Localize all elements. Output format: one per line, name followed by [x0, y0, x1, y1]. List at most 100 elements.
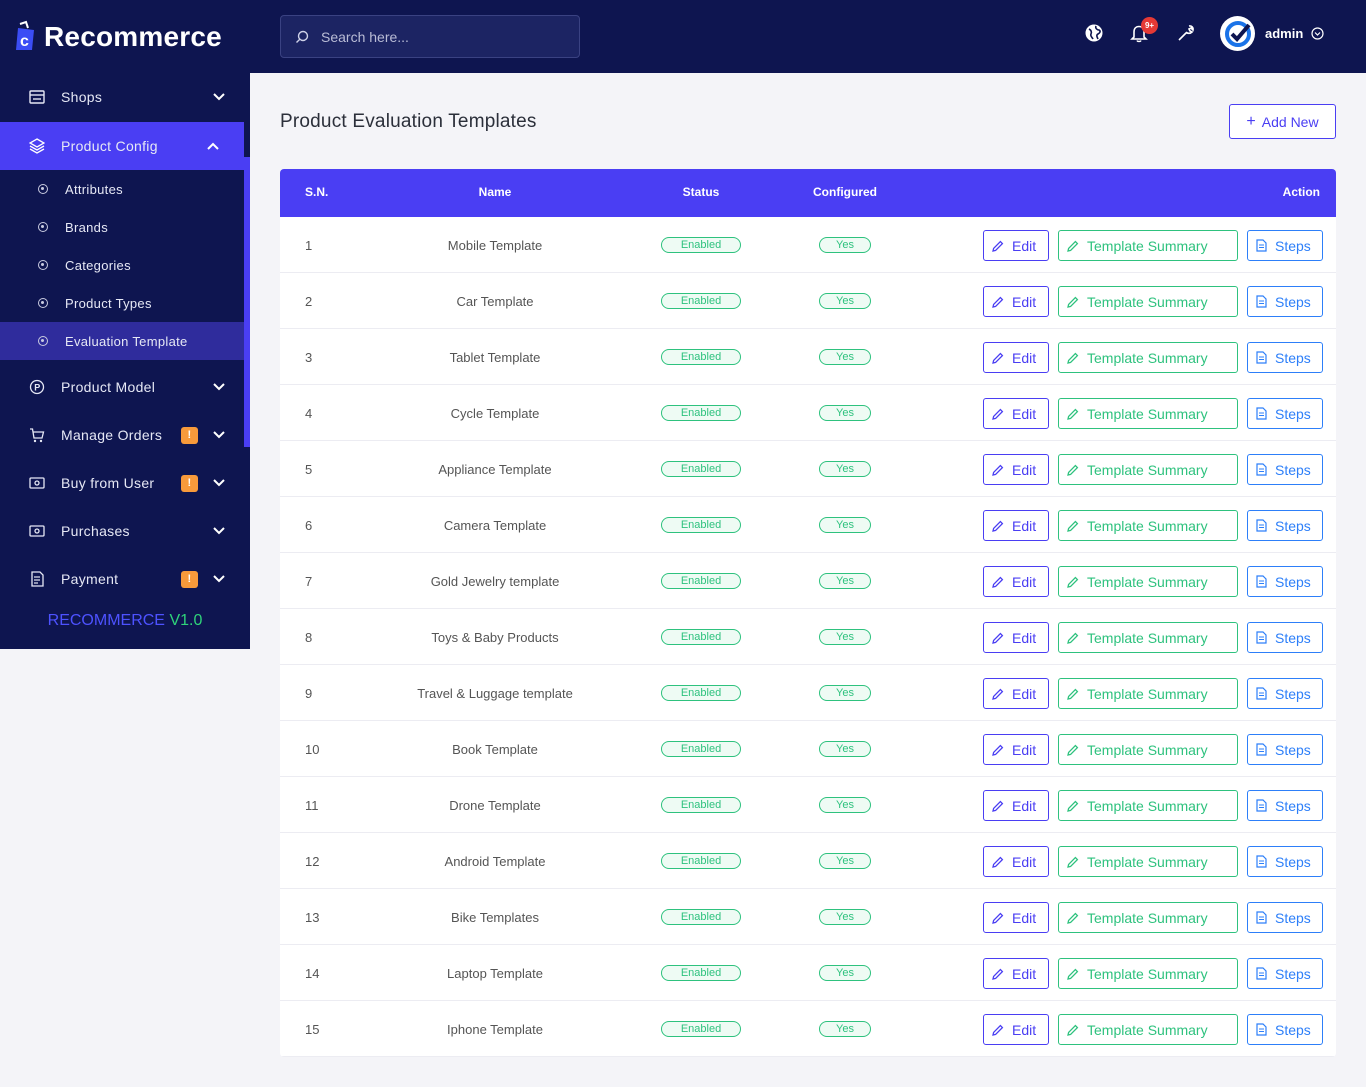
- sidebar-item-purchases[interactable]: Purchases: [0, 507, 250, 555]
- row-name: Appliance Template: [438, 462, 552, 477]
- steps-button[interactable]: Steps: [1247, 790, 1323, 821]
- steps-button[interactable]: Steps: [1247, 342, 1323, 373]
- search-box[interactable]: [280, 15, 580, 58]
- steps-button[interactable]: Steps: [1247, 398, 1323, 429]
- template-summary-button[interactable]: Template Summary: [1058, 1014, 1238, 1045]
- globe-icon[interactable]: [1083, 22, 1105, 44]
- status-badge: Enabled: [661, 629, 741, 645]
- edit-button[interactable]: Edit: [983, 342, 1049, 373]
- edit-button[interactable]: Edit: [983, 678, 1049, 709]
- steps-button[interactable]: Steps: [1247, 622, 1323, 653]
- template-summary-button[interactable]: Template Summary: [1058, 230, 1238, 261]
- pencil-icon: [1067, 576, 1079, 588]
- template-summary-label: Template Summary: [1087, 517, 1208, 534]
- template-summary-button[interactable]: Template Summary: [1058, 622, 1238, 653]
- template-summary-button[interactable]: Template Summary: [1058, 734, 1238, 765]
- row-sn: 10: [305, 742, 320, 757]
- edit-button[interactable]: Edit: [983, 902, 1049, 933]
- steps-button[interactable]: Steps: [1247, 678, 1323, 709]
- sidebar-subitem-categories[interactable]: Categories: [0, 246, 244, 284]
- template-summary-button[interactable]: Template Summary: [1058, 566, 1238, 597]
- wrench-icon[interactable]: [1175, 22, 1197, 44]
- sidebar-item-product-model[interactable]: P Product Model: [0, 363, 250, 411]
- sidebar-subitem-attributes[interactable]: Attributes: [0, 170, 244, 208]
- sidebar-item-product-config[interactable]: Product Config: [0, 122, 244, 170]
- sidebar-subitem-product-types[interactable]: Product Types: [0, 284, 244, 322]
- edit-button[interactable]: Edit: [983, 398, 1049, 429]
- steps-label: Steps: [1275, 293, 1311, 310]
- brand-name: Recommerce: [44, 20, 222, 52]
- template-summary-button[interactable]: Template Summary: [1058, 902, 1238, 933]
- brand-logo[interactable]: c Recommerce: [0, 0, 250, 73]
- chevron-down-icon: [212, 380, 226, 394]
- configured-badge: Yes: [819, 349, 871, 365]
- pencil-icon: [992, 520, 1004, 532]
- steps-label: Steps: [1275, 237, 1311, 254]
- add-new-button[interactable]: + Add New: [1229, 104, 1336, 139]
- status-badge: Enabled: [661, 909, 741, 925]
- table-row: 10 Book Template Enabled Yes Edit Templa…: [280, 721, 1336, 777]
- template-summary-button[interactable]: Template Summary: [1058, 286, 1238, 317]
- pencil-icon: [1067, 240, 1079, 252]
- steps-button[interactable]: Steps: [1247, 734, 1323, 765]
- pencil-icon: [1067, 296, 1079, 308]
- template-summary-button[interactable]: Template Summary: [1058, 790, 1238, 821]
- row-name: Android Template: [444, 854, 546, 869]
- templates-table: S.N. Name Status Configured Action 1 Mob…: [280, 169, 1336, 1057]
- steps-label: Steps: [1275, 517, 1311, 534]
- edit-button[interactable]: Edit: [983, 454, 1049, 485]
- sidebar-item-payment[interactable]: Payment !: [0, 555, 250, 603]
- template-summary-button[interactable]: Template Summary: [1058, 958, 1238, 989]
- template-summary-button[interactable]: Template Summary: [1058, 398, 1238, 429]
- template-summary-button[interactable]: Template Summary: [1058, 454, 1238, 485]
- template-summary-button[interactable]: Template Summary: [1058, 510, 1238, 541]
- steps-label: Steps: [1275, 853, 1311, 870]
- row-name: Iphone Template: [447, 1022, 543, 1037]
- bell-icon[interactable]: 9+: [1128, 17, 1158, 44]
- steps-button[interactable]: Steps: [1247, 958, 1323, 989]
- edit-button[interactable]: Edit: [983, 510, 1049, 541]
- table-row: 1 Mobile Template Enabled Yes Edit Templ…: [280, 217, 1336, 273]
- pencil-icon: [992, 688, 1004, 700]
- document-icon: [1256, 687, 1267, 700]
- steps-button[interactable]: Steps: [1247, 230, 1323, 261]
- user-menu[interactable]: admin: [1220, 16, 1324, 51]
- steps-button[interactable]: Steps: [1247, 846, 1323, 877]
- template-summary-button[interactable]: Template Summary: [1058, 342, 1238, 373]
- edit-button[interactable]: Edit: [983, 622, 1049, 653]
- steps-button[interactable]: Steps: [1247, 454, 1323, 485]
- steps-label: Steps: [1275, 685, 1311, 702]
- sidebar-item-buy-from-user[interactable]: Buy from User !: [0, 459, 250, 507]
- steps-button[interactable]: Steps: [1247, 902, 1323, 933]
- steps-button[interactable]: Steps: [1247, 566, 1323, 597]
- steps-button[interactable]: Steps: [1247, 286, 1323, 317]
- cash-icon: [28, 474, 46, 492]
- edit-button[interactable]: Edit: [983, 566, 1049, 597]
- search-input[interactable]: [321, 28, 561, 45]
- steps-label: Steps: [1275, 797, 1311, 814]
- row-name: Travel & Luggage template: [417, 686, 573, 701]
- sidebar-subitem-evaluation-template[interactable]: Evaluation Template: [0, 322, 244, 360]
- template-summary-button[interactable]: Template Summary: [1058, 678, 1238, 709]
- edit-button[interactable]: Edit: [983, 846, 1049, 877]
- status-badge: Enabled: [661, 573, 741, 589]
- steps-button[interactable]: Steps: [1247, 510, 1323, 541]
- edit-button[interactable]: Edit: [983, 286, 1049, 317]
- sidebar-item-manage-orders[interactable]: Manage Orders !: [0, 411, 250, 459]
- template-summary-button[interactable]: Template Summary: [1058, 846, 1238, 877]
- edit-button[interactable]: Edit: [983, 790, 1049, 821]
- edit-button[interactable]: Edit: [983, 1014, 1049, 1045]
- sidebar-item-shops[interactable]: Shops: [0, 73, 250, 121]
- avatar: [1220, 16, 1255, 51]
- edit-button[interactable]: Edit: [983, 734, 1049, 765]
- template-summary-label: Template Summary: [1087, 405, 1208, 422]
- sidebar-subitem-brands[interactable]: Brands: [0, 208, 244, 246]
- edit-button[interactable]: Edit: [983, 958, 1049, 989]
- steps-button[interactable]: Steps: [1247, 1014, 1323, 1045]
- search-icon: [295, 30, 309, 44]
- edit-button[interactable]: Edit: [983, 230, 1049, 261]
- sidebar-scrollbar[interactable]: [244, 157, 250, 447]
- sidebar-item-label: Payment: [61, 571, 119, 587]
- pencil-icon: [1067, 408, 1079, 420]
- row-name: Cycle Template: [450, 406, 540, 421]
